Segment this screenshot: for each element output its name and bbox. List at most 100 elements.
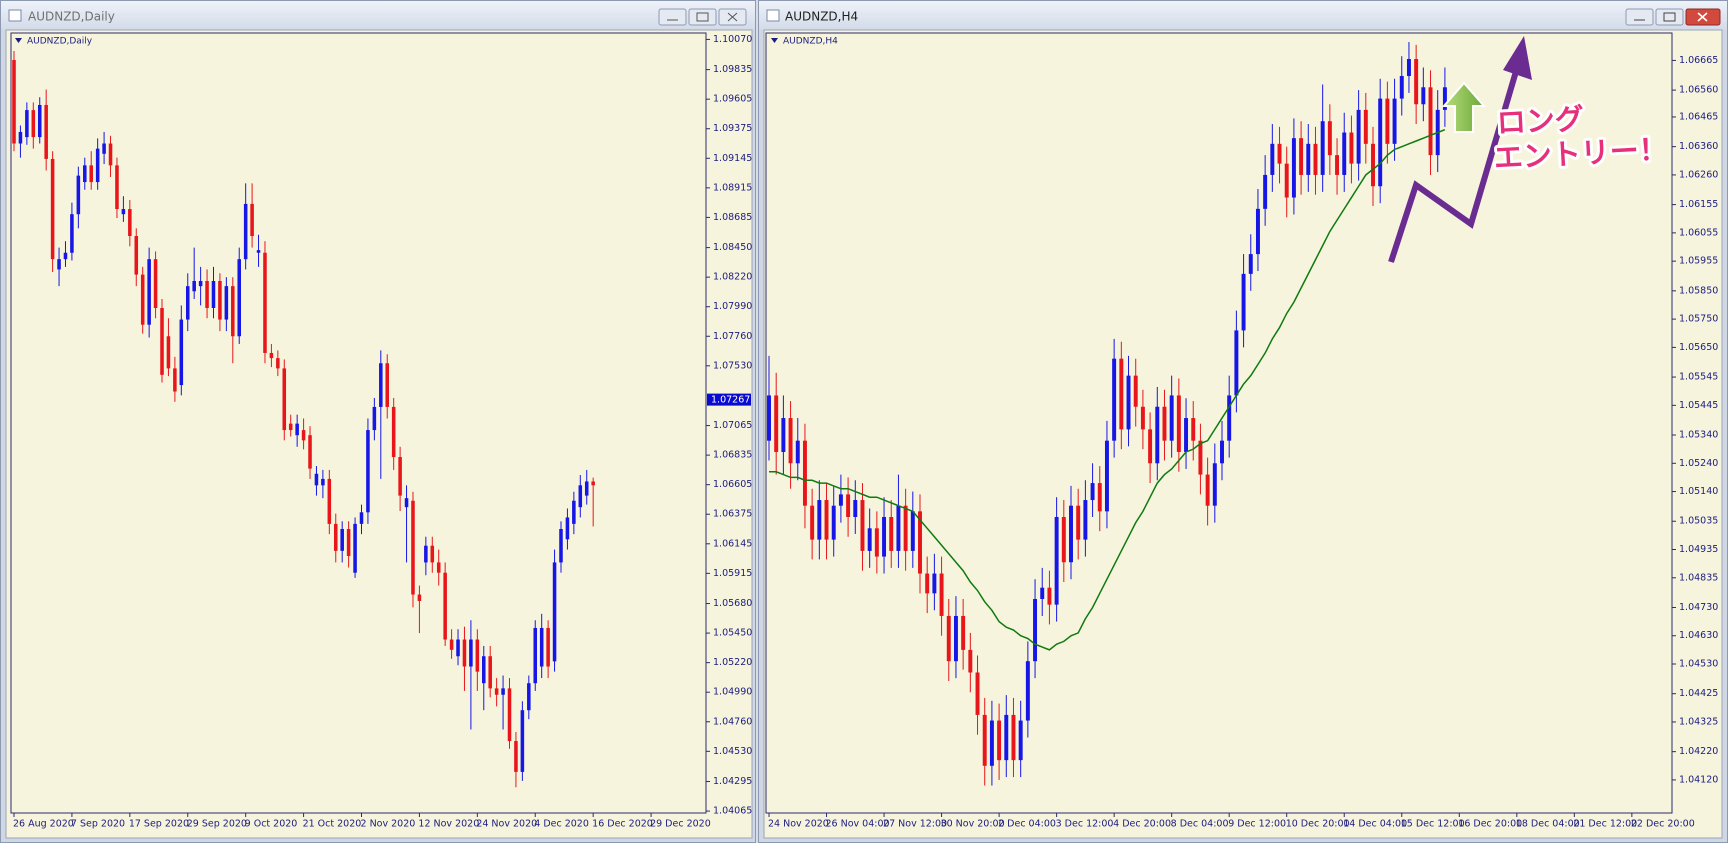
x-tick-label: 18 Dec 04:00 bbox=[1516, 819, 1580, 830]
candle-body bbox=[1198, 440, 1203, 475]
candle-body bbox=[1169, 395, 1174, 441]
chart-pane bbox=[763, 29, 1723, 839]
candle-body bbox=[1176, 395, 1181, 452]
y-tick-label: 1.04120 bbox=[1679, 774, 1718, 785]
maximize-button[interactable] bbox=[688, 8, 717, 26]
window-icon bbox=[8, 9, 22, 22]
x-tick-label: 16 Dec 20:00 bbox=[1458, 819, 1522, 830]
candle-body bbox=[179, 319, 184, 386]
minimize-button[interactable] bbox=[1625, 8, 1654, 26]
candle-body bbox=[276, 358, 280, 369]
y-tick-label: 1.07990 bbox=[713, 301, 752, 312]
maximize-icon bbox=[1663, 12, 1676, 22]
candle-body bbox=[218, 281, 222, 320]
candle-body bbox=[31, 110, 36, 138]
y-tick-label: 1.05850 bbox=[1679, 285, 1718, 296]
y-tick-label: 1.06360 bbox=[1679, 141, 1718, 152]
candle-body bbox=[160, 307, 164, 375]
maximize-button[interactable] bbox=[1655, 8, 1684, 26]
y-tick-label: 1.05035 bbox=[1679, 516, 1718, 527]
menu-triangle[interactable] bbox=[771, 38, 778, 43]
candle-body bbox=[1212, 463, 1217, 506]
candle-body bbox=[1234, 330, 1239, 396]
chart-content: 1.06665 1.06560 1.06465 1.06360 1.06260 1.061… bbox=[767, 42, 1718, 830]
minimize-button[interactable] bbox=[658, 8, 687, 26]
candle-body bbox=[443, 572, 447, 640]
y-tick-label: 1.09605 bbox=[713, 94, 752, 105]
candle-body bbox=[494, 688, 499, 695]
y-tick-label: 1.04425 bbox=[1679, 688, 1718, 699]
candle-body bbox=[173, 368, 177, 392]
candle-body bbox=[488, 656, 492, 689]
candle-body bbox=[1392, 98, 1397, 144]
y-tick-label: 1.05955 bbox=[1679, 256, 1718, 267]
candle-body bbox=[1270, 143, 1275, 175]
candle-body bbox=[18, 131, 23, 144]
candle-body bbox=[128, 209, 132, 237]
y-tick-label: 1.06155 bbox=[1679, 199, 1718, 210]
plot-frame bbox=[765, 32, 1673, 814]
candle-body bbox=[140, 274, 145, 325]
chart-label: AUDNZD,Daily bbox=[27, 37, 93, 47]
candle-body bbox=[1327, 121, 1332, 156]
y-tick-label: 1.04325 bbox=[1679, 716, 1718, 727]
candle-body bbox=[507, 688, 512, 742]
x-tick-label: 8 Dec 04:00 bbox=[1171, 819, 1229, 830]
candle-body bbox=[481, 656, 486, 684]
candle-body bbox=[939, 573, 944, 616]
candle-body bbox=[1133, 375, 1138, 407]
candle-body bbox=[982, 714, 987, 766]
candle-body bbox=[185, 286, 190, 320]
menu-triangle[interactable] bbox=[15, 38, 22, 43]
y-tick-label: 1.04295 bbox=[713, 776, 752, 787]
candle-body bbox=[57, 259, 61, 270]
candle-body bbox=[263, 252, 267, 353]
candle-body bbox=[198, 281, 203, 287]
candle-body bbox=[810, 505, 815, 540]
candle-body bbox=[224, 286, 229, 320]
candle-body bbox=[102, 143, 106, 154]
candle-body bbox=[932, 573, 937, 594]
candle-body bbox=[398, 457, 402, 496]
close-icon bbox=[1697, 12, 1708, 22]
candle-body bbox=[853, 500, 858, 518]
candle-body bbox=[475, 639, 480, 672]
candle-body bbox=[1385, 98, 1390, 144]
y-tick-label: 1.05680 bbox=[713, 598, 752, 609]
x-tick-label: 16 Dec 2020 bbox=[592, 819, 653, 830]
candle-body bbox=[70, 214, 74, 253]
candle-body bbox=[989, 720, 994, 766]
candle-body bbox=[925, 573, 930, 594]
candle-body bbox=[1406, 59, 1411, 76]
candle-body bbox=[1162, 406, 1167, 441]
candle-body bbox=[1054, 517, 1059, 605]
window-title: AUDNZD,H4 bbox=[785, 10, 858, 24]
candle-body bbox=[1148, 429, 1153, 464]
candle-body bbox=[1335, 155, 1340, 175]
x-tick-label: 7 Sep 2020 bbox=[71, 819, 125, 830]
candle-body bbox=[462, 639, 467, 667]
candle-body bbox=[1342, 132, 1347, 175]
candle-body bbox=[63, 252, 68, 260]
candle-body bbox=[1018, 720, 1023, 761]
candle-body bbox=[565, 517, 570, 540]
candle-body bbox=[308, 435, 312, 469]
candle-body bbox=[910, 511, 915, 551]
candle-body bbox=[1442, 87, 1447, 110]
title-bar bbox=[759, 1, 1727, 30]
candle-body bbox=[44, 104, 48, 159]
y-tick-label: 1.10070 bbox=[713, 34, 752, 45]
candle-body bbox=[436, 562, 441, 573]
y-tick-label: 1.06605 bbox=[713, 479, 752, 490]
candle-body bbox=[327, 478, 332, 524]
window-icon bbox=[766, 9, 780, 22]
x-tick-label: 22 Dec 20:00 bbox=[1631, 819, 1695, 830]
candle-body bbox=[115, 165, 119, 210]
x-tick-label: 9 Dec 12:00 bbox=[1228, 819, 1286, 830]
candle-body bbox=[501, 688, 505, 695]
y-tick-label: 1.04990 bbox=[713, 687, 752, 698]
title-bar bbox=[1, 1, 755, 30]
x-tick-label: 9 Oct 2020 bbox=[245, 819, 298, 830]
candle-body bbox=[896, 505, 901, 551]
candle-body bbox=[1155, 406, 1160, 464]
